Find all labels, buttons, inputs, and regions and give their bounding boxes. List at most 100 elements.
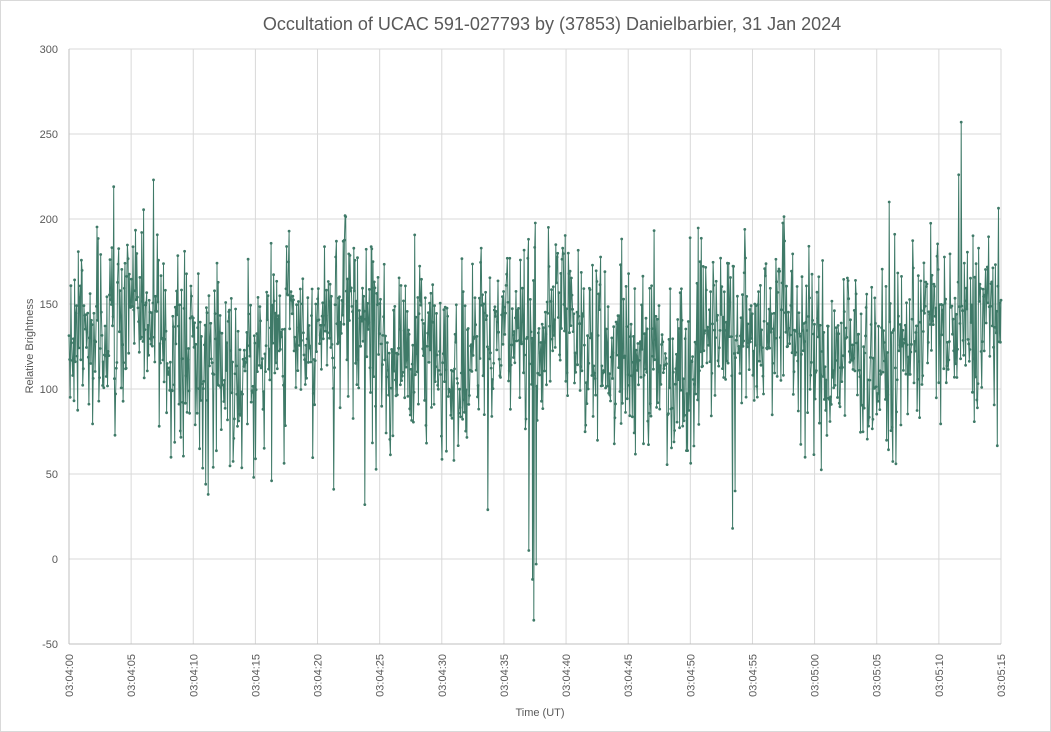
data-point [905,301,908,305]
data-point [867,415,871,419]
data-point [477,407,481,411]
data-point [837,332,841,336]
data-point [234,307,238,311]
data-point [72,337,75,341]
data-point [385,375,389,379]
data-point [359,344,362,348]
data-point [233,372,237,376]
data-point [222,400,226,403]
data-point [318,333,322,337]
data-point [713,394,717,397]
data-point [81,383,85,387]
data-point [362,309,366,313]
data-point [451,387,454,391]
data-point [717,346,721,350]
data-point [228,464,232,468]
data-point [155,233,159,237]
data-point [316,297,320,301]
data-point [650,284,653,288]
data-point [374,467,378,471]
data-point [124,366,128,370]
data-point [804,320,808,324]
data-point [581,314,585,318]
data-point [838,405,842,409]
data-point [964,286,968,290]
data-point [489,366,493,370]
data-point [411,343,415,347]
data-point [874,322,877,325]
data-point [934,396,938,400]
data-point [501,342,505,346]
data-point [446,314,449,318]
data-point [936,268,940,271]
data-point [485,314,489,318]
data-point [172,325,175,329]
data-point [238,348,242,352]
data-point [125,275,129,278]
data-point [89,362,93,365]
data-point [73,278,76,282]
data-point [142,376,146,380]
data-point [604,386,607,390]
data-point [266,294,270,298]
data-point [917,360,921,363]
data-point [294,386,298,389]
data-point [918,320,922,324]
data-point [261,407,265,411]
data-point [862,345,865,349]
data-point [435,353,439,357]
data-point [642,373,646,377]
data-point [135,252,139,255]
data-point [624,411,627,414]
data-point [995,444,999,448]
x-axis-ticks: 03:04:00 03:04:05 03:04:10 03:04:15 03:04:20… [64,654,1008,697]
data-point [351,417,355,420]
data-point [928,313,931,316]
data-point [848,360,852,364]
data-point [699,236,703,240]
data-point [780,281,784,285]
data-point [287,229,291,233]
data-point [773,371,777,375]
data-point [555,281,558,285]
data-point [254,457,257,461]
data-point [805,329,809,332]
data-point [619,422,623,425]
data-point [729,335,733,338]
data-point [241,392,244,396]
data-point [317,318,321,322]
data-point [111,315,115,318]
data-point [645,370,648,374]
data-point [273,371,277,375]
data-point [858,375,862,379]
data-point [150,311,154,315]
data-point [198,320,202,324]
data-point [767,307,771,311]
data-point [507,369,511,373]
data-point [586,387,590,391]
data-point [470,370,474,373]
data-point [188,411,192,415]
data-point [597,292,601,296]
data-point [416,296,420,299]
data-point [720,285,724,288]
data-point [778,336,782,339]
data-point [651,354,655,358]
data-point [750,312,754,316]
data-point [176,254,180,257]
data-point [419,303,423,307]
data-point [272,273,275,277]
data-point [376,276,380,279]
data-point [633,287,637,290]
data-point [465,436,469,439]
data-point [152,335,156,339]
data-point [440,434,443,438]
data-point [439,373,443,376]
data-point [971,234,975,238]
data-point [822,331,826,334]
data-point [136,306,140,310]
data-point [662,367,666,370]
data-point [101,360,105,364]
data-point [561,252,565,256]
data-point [82,304,86,308]
